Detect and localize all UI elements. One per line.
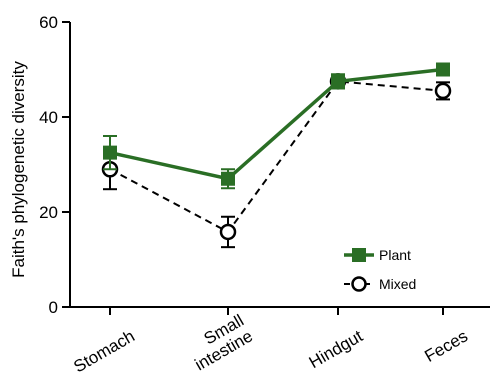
legend-marker-plant bbox=[352, 248, 366, 262]
y-tick-label: 0 bbox=[49, 298, 58, 317]
data-point-plant bbox=[331, 74, 345, 89]
data-point-mixed bbox=[434, 82, 452, 100]
data-point-plant bbox=[436, 62, 450, 77]
data-point-plant bbox=[103, 145, 117, 160]
series-line-mixed bbox=[109, 80, 444, 234]
data-point-mixed bbox=[219, 223, 237, 241]
legend-label-mixed: Mixed bbox=[379, 276, 416, 292]
legend: Plant Mixed bbox=[344, 247, 416, 292]
series-layer bbox=[101, 62, 452, 249]
legend-label-plant: Plant bbox=[379, 247, 411, 263]
y-tick-label: 40 bbox=[39, 108, 58, 127]
x-tick-label: Hindgut bbox=[306, 326, 366, 372]
series-line-plant bbox=[109, 67, 444, 181]
legend-marker-mixed bbox=[351, 276, 367, 292]
x-tick-label: Stomach bbox=[70, 326, 138, 376]
y-tick-label: 60 bbox=[39, 13, 58, 32]
y-tick-label: 20 bbox=[39, 203, 58, 222]
data-point-plant bbox=[221, 171, 235, 186]
axes: 0 20 40 60 Faith's phylogenetic diversity Sto… bbox=[9, 13, 490, 376]
x-tick-label: Feces bbox=[421, 326, 471, 366]
x-tick-label: Smallintestine bbox=[183, 311, 256, 375]
y-axis-label: Faith's phylogenetic diversity bbox=[9, 61, 28, 278]
